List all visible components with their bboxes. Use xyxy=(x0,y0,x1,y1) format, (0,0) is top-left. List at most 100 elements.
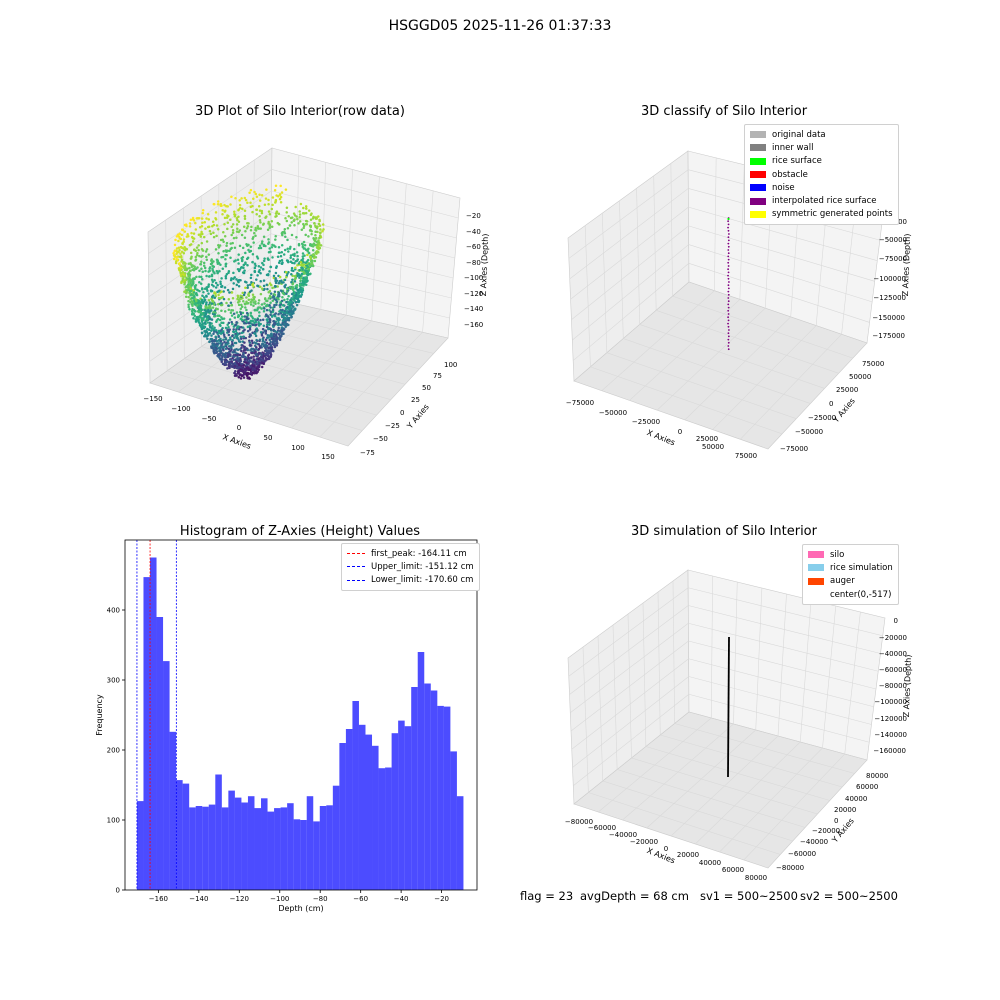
grid-line xyxy=(601,213,608,353)
classify-point xyxy=(727,217,730,221)
scatter-point xyxy=(296,274,299,278)
legend-swatch xyxy=(750,171,766,179)
scatter-point xyxy=(185,285,188,288)
scatter-point xyxy=(205,217,208,220)
scatter-point xyxy=(275,336,278,340)
scatter-point xyxy=(274,338,277,342)
scatter-point xyxy=(272,342,276,345)
scatter-point xyxy=(224,258,227,261)
scatter-point xyxy=(247,363,250,366)
scatter-point xyxy=(182,252,186,255)
scatter-point xyxy=(249,229,253,232)
histogram-bar xyxy=(352,701,359,890)
scatter-point xyxy=(267,336,270,339)
scatter-point xyxy=(188,276,191,280)
scatter-point xyxy=(302,240,306,244)
plot4-x-tick: −20000 xyxy=(630,838,658,846)
scatter-point xyxy=(300,283,304,287)
scatter-point xyxy=(188,222,192,225)
plot1-y-tick: 75 xyxy=(433,372,442,380)
scatter-point xyxy=(237,328,241,331)
grid-line xyxy=(570,206,689,300)
scatter-point xyxy=(261,343,265,346)
grid-line xyxy=(606,352,797,419)
plot4-x-tick: 20000 xyxy=(677,851,699,859)
scatter-point xyxy=(219,280,222,283)
classify-point xyxy=(727,226,729,229)
plot2-x-tick: 50000 xyxy=(702,443,724,451)
histogram-bar xyxy=(189,807,196,890)
scatter-point xyxy=(310,232,313,236)
scatter-point xyxy=(227,363,231,367)
scatter-point xyxy=(246,325,250,329)
scatter-point xyxy=(253,318,257,321)
scatter-point xyxy=(204,227,207,230)
scatter-point xyxy=(179,252,182,255)
scatter-point xyxy=(214,211,218,214)
scatter-point xyxy=(267,202,270,206)
scatter-point xyxy=(265,308,269,312)
scatter-point xyxy=(237,363,241,366)
plot1-y-tick: 25 xyxy=(411,396,420,404)
scatter-point xyxy=(186,272,190,276)
scatter-point xyxy=(239,312,243,316)
grid-line xyxy=(688,622,879,672)
scatter-point xyxy=(234,334,237,338)
scatter-point xyxy=(268,323,271,326)
scatter-point xyxy=(233,341,237,345)
scatter-point xyxy=(222,250,225,253)
scatter-point xyxy=(227,298,231,301)
scatter-point xyxy=(214,286,218,289)
scatter-point xyxy=(223,216,227,220)
scatter-point xyxy=(251,293,255,296)
scatter-point xyxy=(244,251,247,255)
scatter-point xyxy=(286,287,289,291)
scatter-point xyxy=(199,233,202,236)
scatter-point xyxy=(261,327,265,331)
scatter-point xyxy=(249,300,253,304)
plot1-z-tick: −100 xyxy=(464,274,483,282)
scatter-point xyxy=(197,308,201,311)
scatter-point xyxy=(295,235,298,239)
scatter-point xyxy=(214,281,218,285)
grid-line xyxy=(695,741,801,845)
plot2-y-tick: −25000 xyxy=(808,414,836,422)
classify-point xyxy=(727,255,730,258)
legend-line-swatch xyxy=(347,553,365,555)
grid-line xyxy=(271,211,455,259)
scatter-point xyxy=(221,342,224,345)
scatter-point xyxy=(194,259,197,262)
scatter-point xyxy=(246,201,249,205)
scatter-point xyxy=(220,321,223,324)
plot1-x-tick: 0 xyxy=(237,424,241,432)
scatter-point xyxy=(251,237,254,241)
scatter-point xyxy=(278,193,282,196)
legend-swatch xyxy=(750,197,766,205)
grid-line xyxy=(712,325,817,430)
scatter-point xyxy=(220,309,223,312)
scatter-point xyxy=(278,334,282,338)
scatter-point xyxy=(250,351,254,355)
scatter-point xyxy=(233,246,237,250)
scatter-point xyxy=(227,321,231,325)
scatter-point xyxy=(314,216,317,219)
scatter-point xyxy=(279,301,282,304)
grid-line xyxy=(572,244,689,341)
classify-point xyxy=(727,245,730,248)
scatter-point xyxy=(213,309,217,312)
scatter-point xyxy=(205,306,209,309)
scatter-point xyxy=(279,312,282,315)
plot3-bars xyxy=(136,557,464,890)
scatter-point xyxy=(283,322,286,325)
scatter-point xyxy=(227,308,231,311)
x-tick-label: −20 xyxy=(434,895,449,903)
scatter-point xyxy=(208,321,212,325)
plot2-x-tick: 0 xyxy=(678,428,682,436)
scatter-point xyxy=(274,212,278,215)
plot1-z-tick: −80 xyxy=(466,259,481,267)
scatter-point xyxy=(243,315,247,318)
plot4-z-tick: −80000 xyxy=(879,682,907,690)
scatter-point xyxy=(207,292,210,295)
plot2-3d-scatter: −75000 −50000 −25000 0 25000 50000 75000… xyxy=(566,150,912,460)
scatter-point xyxy=(262,222,265,225)
